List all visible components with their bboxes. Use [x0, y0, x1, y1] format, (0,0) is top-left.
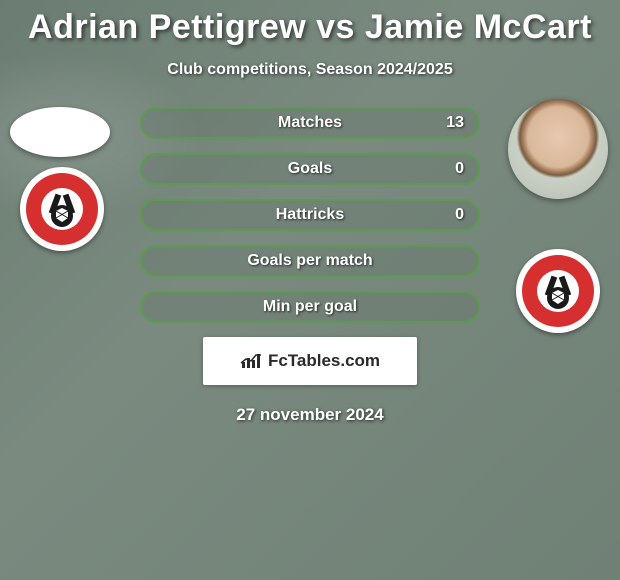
player-right-avatar [508, 99, 608, 199]
stat-label: Hattricks [276, 206, 344, 224]
stat-label: Min per goal [263, 298, 357, 316]
bar-chart-icon [240, 352, 262, 370]
stat-label: Matches [278, 114, 342, 132]
club-left-badge [20, 167, 104, 251]
page-title: Adrian Pettigrew vs Jamie McCart [0, 8, 620, 47]
stat-row: Hattricks 0 [140, 199, 480, 231]
stat-value: 0 [455, 206, 464, 224]
stat-row: Goals 0 [140, 153, 480, 185]
stat-label: Goals per match [247, 252, 372, 270]
comparison-panel: Matches 13 Goals 0 Hattricks 0 Goals per… [0, 107, 620, 425]
watermark-text: FcTables.com [268, 351, 380, 371]
stat-value: 13 [446, 114, 464, 132]
stat-value: 0 [455, 160, 464, 178]
player-left-avatar [10, 107, 110, 157]
watermark: FcTables.com [203, 337, 417, 385]
date-text: 27 november 2024 [0, 405, 620, 425]
stat-row: Goals per match [140, 245, 480, 277]
stat-row: Matches 13 [140, 107, 480, 139]
club-crest-icon [39, 186, 85, 232]
page-subtitle: Club competitions, Season 2024/2025 [0, 61, 620, 79]
stat-list: Matches 13 Goals 0 Hattricks 0 Goals per… [140, 107, 480, 323]
club-crest-icon [535, 268, 581, 314]
stat-label: Goals [288, 160, 332, 178]
club-right-badge [516, 249, 600, 333]
stat-row: Min per goal [140, 291, 480, 323]
